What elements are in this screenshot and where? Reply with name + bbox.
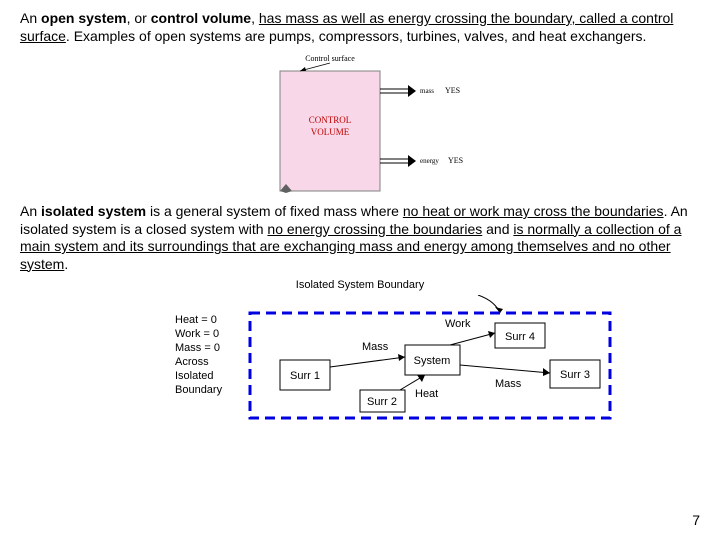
underlined-def: no heat or work may cross the boundaries	[403, 203, 664, 219]
text-frag: and	[482, 221, 513, 237]
text-frag: is a general system of fixed mass where	[146, 203, 403, 219]
mass-arrow-label: Mass	[362, 341, 389, 353]
side-boundary: Boundary	[175, 384, 223, 396]
isolated-system-paragraph: An isolated system is a general system o…	[20, 203, 700, 273]
control-volume-bold: control volume	[151, 10, 251, 26]
open-system-bold: open system	[41, 10, 127, 26]
side-mass: Mass = 0	[175, 342, 220, 354]
side-heat: Heat = 0	[175, 314, 217, 326]
page-number: 7	[692, 512, 700, 528]
text-frag: . Examples of open systems are pumps, co…	[66, 28, 647, 44]
isolated-boundary-title: Isolated System Boundary	[20, 279, 700, 291]
energy-label: energy	[420, 157, 439, 165]
open-system-paragraph: An open system, or control volume, has m…	[20, 10, 700, 45]
surr1-label: Surr 1	[290, 370, 320, 382]
mass-arrow-label-2: Mass	[495, 378, 522, 390]
isolated-system-diagram: Heat = 0 Work = 0 Mass = 0 Across Isolat…	[80, 295, 640, 425]
mass-label: mass	[420, 87, 434, 95]
text-frag: .	[64, 256, 68, 272]
side-isolated: Isolated	[175, 370, 214, 382]
text-frag: An	[20, 10, 41, 26]
underlined-def: no energy crossing the boundaries	[267, 221, 482, 237]
yes-label-2: YES	[448, 156, 463, 165]
isolated-system-bold: isolated system	[41, 203, 146, 219]
control-surface-label: Control surface	[305, 54, 355, 63]
surr3-label: Surr 3	[560, 369, 590, 381]
control-volume-diagram: CONTROL VOLUME Control surface mass YES …	[230, 49, 490, 199]
cv-label-2: VOLUME	[311, 127, 350, 137]
system-label: System	[414, 355, 451, 367]
text-frag: An	[20, 203, 41, 219]
side-across: Across	[175, 356, 209, 368]
side-work: Work = 0	[175, 328, 219, 340]
text-frag: ,	[251, 10, 259, 26]
heat-label: Heat	[415, 388, 438, 400]
yes-label-1: YES	[445, 86, 460, 95]
cv-label-1: CONTROL	[309, 115, 352, 125]
text-frag: , or	[127, 10, 151, 26]
surr2-label: Surr 2	[367, 396, 397, 408]
work-label: Work	[445, 318, 471, 330]
surr4-label: Surr 4	[505, 331, 535, 343]
